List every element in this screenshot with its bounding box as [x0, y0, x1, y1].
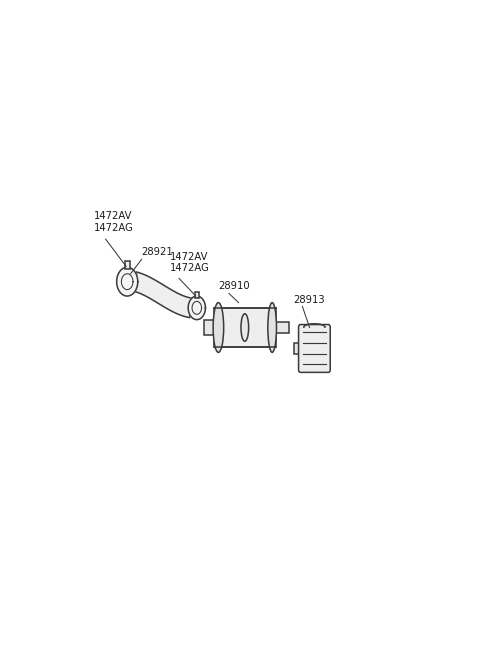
Text: 28913: 28913 — [293, 295, 324, 305]
Polygon shape — [188, 296, 205, 320]
Text: 28910: 28910 — [218, 282, 250, 291]
Text: 1472AV
1472AG: 1472AV 1472AG — [94, 211, 133, 233]
Ellipse shape — [268, 303, 276, 352]
Bar — [195, 291, 199, 298]
Bar — [125, 261, 130, 269]
Bar — [204, 320, 214, 335]
Polygon shape — [134, 272, 192, 318]
Text: 28921: 28921 — [142, 248, 173, 257]
Ellipse shape — [241, 314, 249, 341]
Ellipse shape — [213, 303, 224, 352]
FancyBboxPatch shape — [299, 325, 330, 372]
Bar — [294, 343, 300, 354]
Polygon shape — [117, 267, 138, 296]
Bar — [214, 308, 276, 347]
Text: 1472AV
1472AG: 1472AV 1472AG — [169, 252, 209, 273]
Bar — [276, 322, 289, 333]
